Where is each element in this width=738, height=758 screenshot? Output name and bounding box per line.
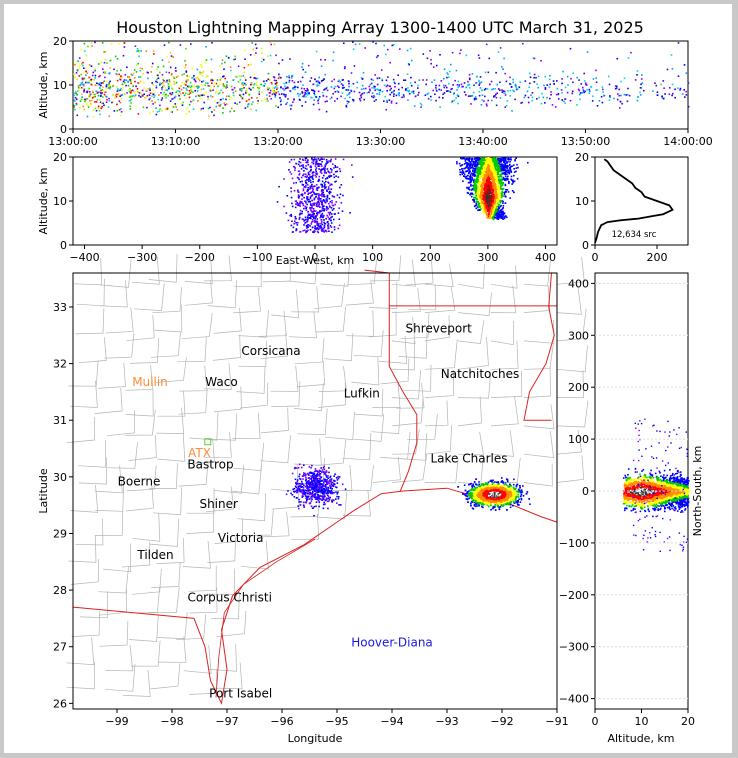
northsouth-tick-label: 300 <box>568 329 589 342</box>
city-label: Boerne <box>118 474 161 488</box>
city-label: Natchitoches <box>441 367 519 381</box>
histogram-altitude-tick-label: 20 <box>575 151 589 164</box>
city-label: Lake Charles <box>431 452 508 466</box>
histogram-altitude-tick-label: 10 <box>575 195 589 208</box>
eastwest-tick-label: −400 <box>69 251 99 264</box>
altitude-time-panel: 13:00:00 13:10:00 13:20:00 13:30:00 13:40:00… <box>37 35 713 148</box>
ns-altitude-tick-label: 10 <box>635 715 649 728</box>
northsouth-tick-label: 400 <box>568 277 589 290</box>
histogram-altitude-tick-label: 0 <box>582 239 589 252</box>
city-label: Hoover-Diana <box>351 636 433 650</box>
northsouth-tick-label: −100 <box>559 537 589 550</box>
city-label: Corsicana <box>241 344 300 358</box>
city-label: Victoria <box>218 531 264 545</box>
time-tick-label: 13:00:00 <box>48 135 97 148</box>
city-label: Tilden <box>136 548 173 562</box>
northsouth-tick-label: 200 <box>568 381 589 394</box>
altitude-histogram-panel: 0 200 0 10 20 12,634 src <box>575 151 689 264</box>
altitude-time-points <box>73 41 690 118</box>
city-label: Waco <box>205 375 237 389</box>
time-tick-label: 13:20:00 <box>253 135 302 148</box>
longitude-tick-label: −91 <box>545 715 568 728</box>
figure-frame: Houston Lightning Mapping Array 1300-140… <box>4 4 732 753</box>
altitude-tick-label: 10 <box>53 195 67 208</box>
longitude-tick-label: −94 <box>380 715 403 728</box>
time-tick-label: 13:50:00 <box>561 135 610 148</box>
eastwest-tick-label: 100 <box>362 251 383 264</box>
city-label: Corpus Christi <box>187 590 272 604</box>
eastwest-xlabel: East-West, km <box>276 254 354 267</box>
altitude-eastwest-points <box>276 157 529 234</box>
ns-altitude-tick-label: 20 <box>681 715 695 728</box>
city-label: Bastrop <box>187 457 233 471</box>
northsouth-altitude-panel: 0 10 20 −400 −300 −200 −100 0 100 200 300 400 Altit… <box>559 272 704 745</box>
altitude-eastwest-panel: −400 −300 −200 −100 0 100 200 300 400 0 10 20 Altit… <box>37 151 558 267</box>
city-label: Mullin <box>132 375 168 389</box>
time-tick-label: 14:00:00 <box>663 135 712 148</box>
city-label: Shreveport <box>406 322 473 336</box>
plan-view-map-panel: Shreveport Corsicana Natchitoches Mullin Wac… <box>37 253 589 745</box>
northsouth-tick-label: −400 <box>559 693 589 706</box>
longitude-tick-label: −93 <box>435 715 458 728</box>
figure-title: Houston Lightning Mapping Array 1300-140… <box>116 18 644 37</box>
city-label: ATX <box>188 446 211 460</box>
latitude-tick-label: 27 <box>53 641 67 654</box>
eastwest-tick-label: −300 <box>127 251 157 264</box>
altitude-tick-label: 0 <box>60 239 67 252</box>
altitude-tick-label: 20 <box>53 151 67 164</box>
longitude-tick-label: −98 <box>160 715 183 728</box>
longitude-xlabel: Longitude <box>288 732 343 745</box>
northsouth-tick-label: −200 <box>559 589 589 602</box>
latitude-tick-label: 32 <box>53 358 67 371</box>
latitude-tick-label: 30 <box>53 471 67 484</box>
city-label: Shiner <box>199 497 238 511</box>
longitude-tick-label: −97 <box>215 715 238 728</box>
latitude-tick-label: 26 <box>53 697 67 710</box>
altitude-eastwest-ylabel: Altitude, km <box>37 167 50 234</box>
longitude-tick-label: −92 <box>490 715 513 728</box>
altitude-tick-label: 0 <box>60 123 67 136</box>
station-marker <box>204 438 212 446</box>
time-tick-label: 13:40:00 <box>458 135 507 148</box>
northsouth-tick-label: 0 <box>582 485 589 498</box>
histogram-tick-label: 0 <box>592 251 599 264</box>
longitude-tick-label: −99 <box>105 715 128 728</box>
ns-altitude-xlabel: Altitude, km <box>607 732 674 745</box>
histogram-tick-label: 200 <box>647 251 668 264</box>
source-count-annotation: 12,634 src <box>612 230 657 240</box>
time-tick-label: 13:30:00 <box>356 135 405 148</box>
longitude-tick-label: −95 <box>325 715 348 728</box>
eastwest-tick-label: −200 <box>185 251 215 264</box>
latitude-tick-label: 28 <box>53 584 67 597</box>
eastwest-tick-label: 400 <box>535 251 556 264</box>
city-label: Port Isabel <box>209 687 272 701</box>
northsouth-tick-label: 100 <box>568 433 589 446</box>
ns-altitude-tick-label: 0 <box>592 715 599 728</box>
latitude-tick-label: 29 <box>53 527 67 540</box>
latitude-tick-label: 31 <box>53 414 67 427</box>
time-tick-label: 13:10:00 <box>151 135 200 148</box>
eastwest-tick-label: 300 <box>477 251 498 264</box>
eastwest-tick-label: 0 <box>312 251 319 264</box>
altitude-tick-label: 20 <box>53 35 67 48</box>
latitude-tick-label: 33 <box>53 301 67 314</box>
eastwest-tick-label: −100 <box>242 251 272 264</box>
plan-view-points <box>204 438 531 517</box>
northsouth-tick-label: −300 <box>559 641 589 654</box>
altitude-time-ylabel: Altitude, km <box>37 51 50 118</box>
eastwest-tick-label: 200 <box>420 251 441 264</box>
northsouth-ylabel: North-South, km <box>691 446 704 537</box>
altitude-tick-label: 10 <box>53 79 67 92</box>
latitude-ylabel: Latitude <box>37 468 50 514</box>
lma-figure: Houston Lightning Mapping Array 1300-140… <box>37 18 713 745</box>
altitude-histogram-line <box>594 158 674 244</box>
city-label: Lufkin <box>344 387 380 401</box>
longitude-tick-label: −96 <box>270 715 293 728</box>
